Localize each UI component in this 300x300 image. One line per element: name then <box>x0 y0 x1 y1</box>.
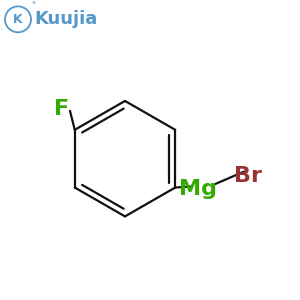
Text: K: K <box>13 13 23 26</box>
Text: °: ° <box>31 1 35 10</box>
Text: F: F <box>54 99 70 119</box>
Text: Br: Br <box>234 166 262 186</box>
Text: Kuujia: Kuujia <box>34 10 98 28</box>
Text: Mg: Mg <box>179 178 217 199</box>
